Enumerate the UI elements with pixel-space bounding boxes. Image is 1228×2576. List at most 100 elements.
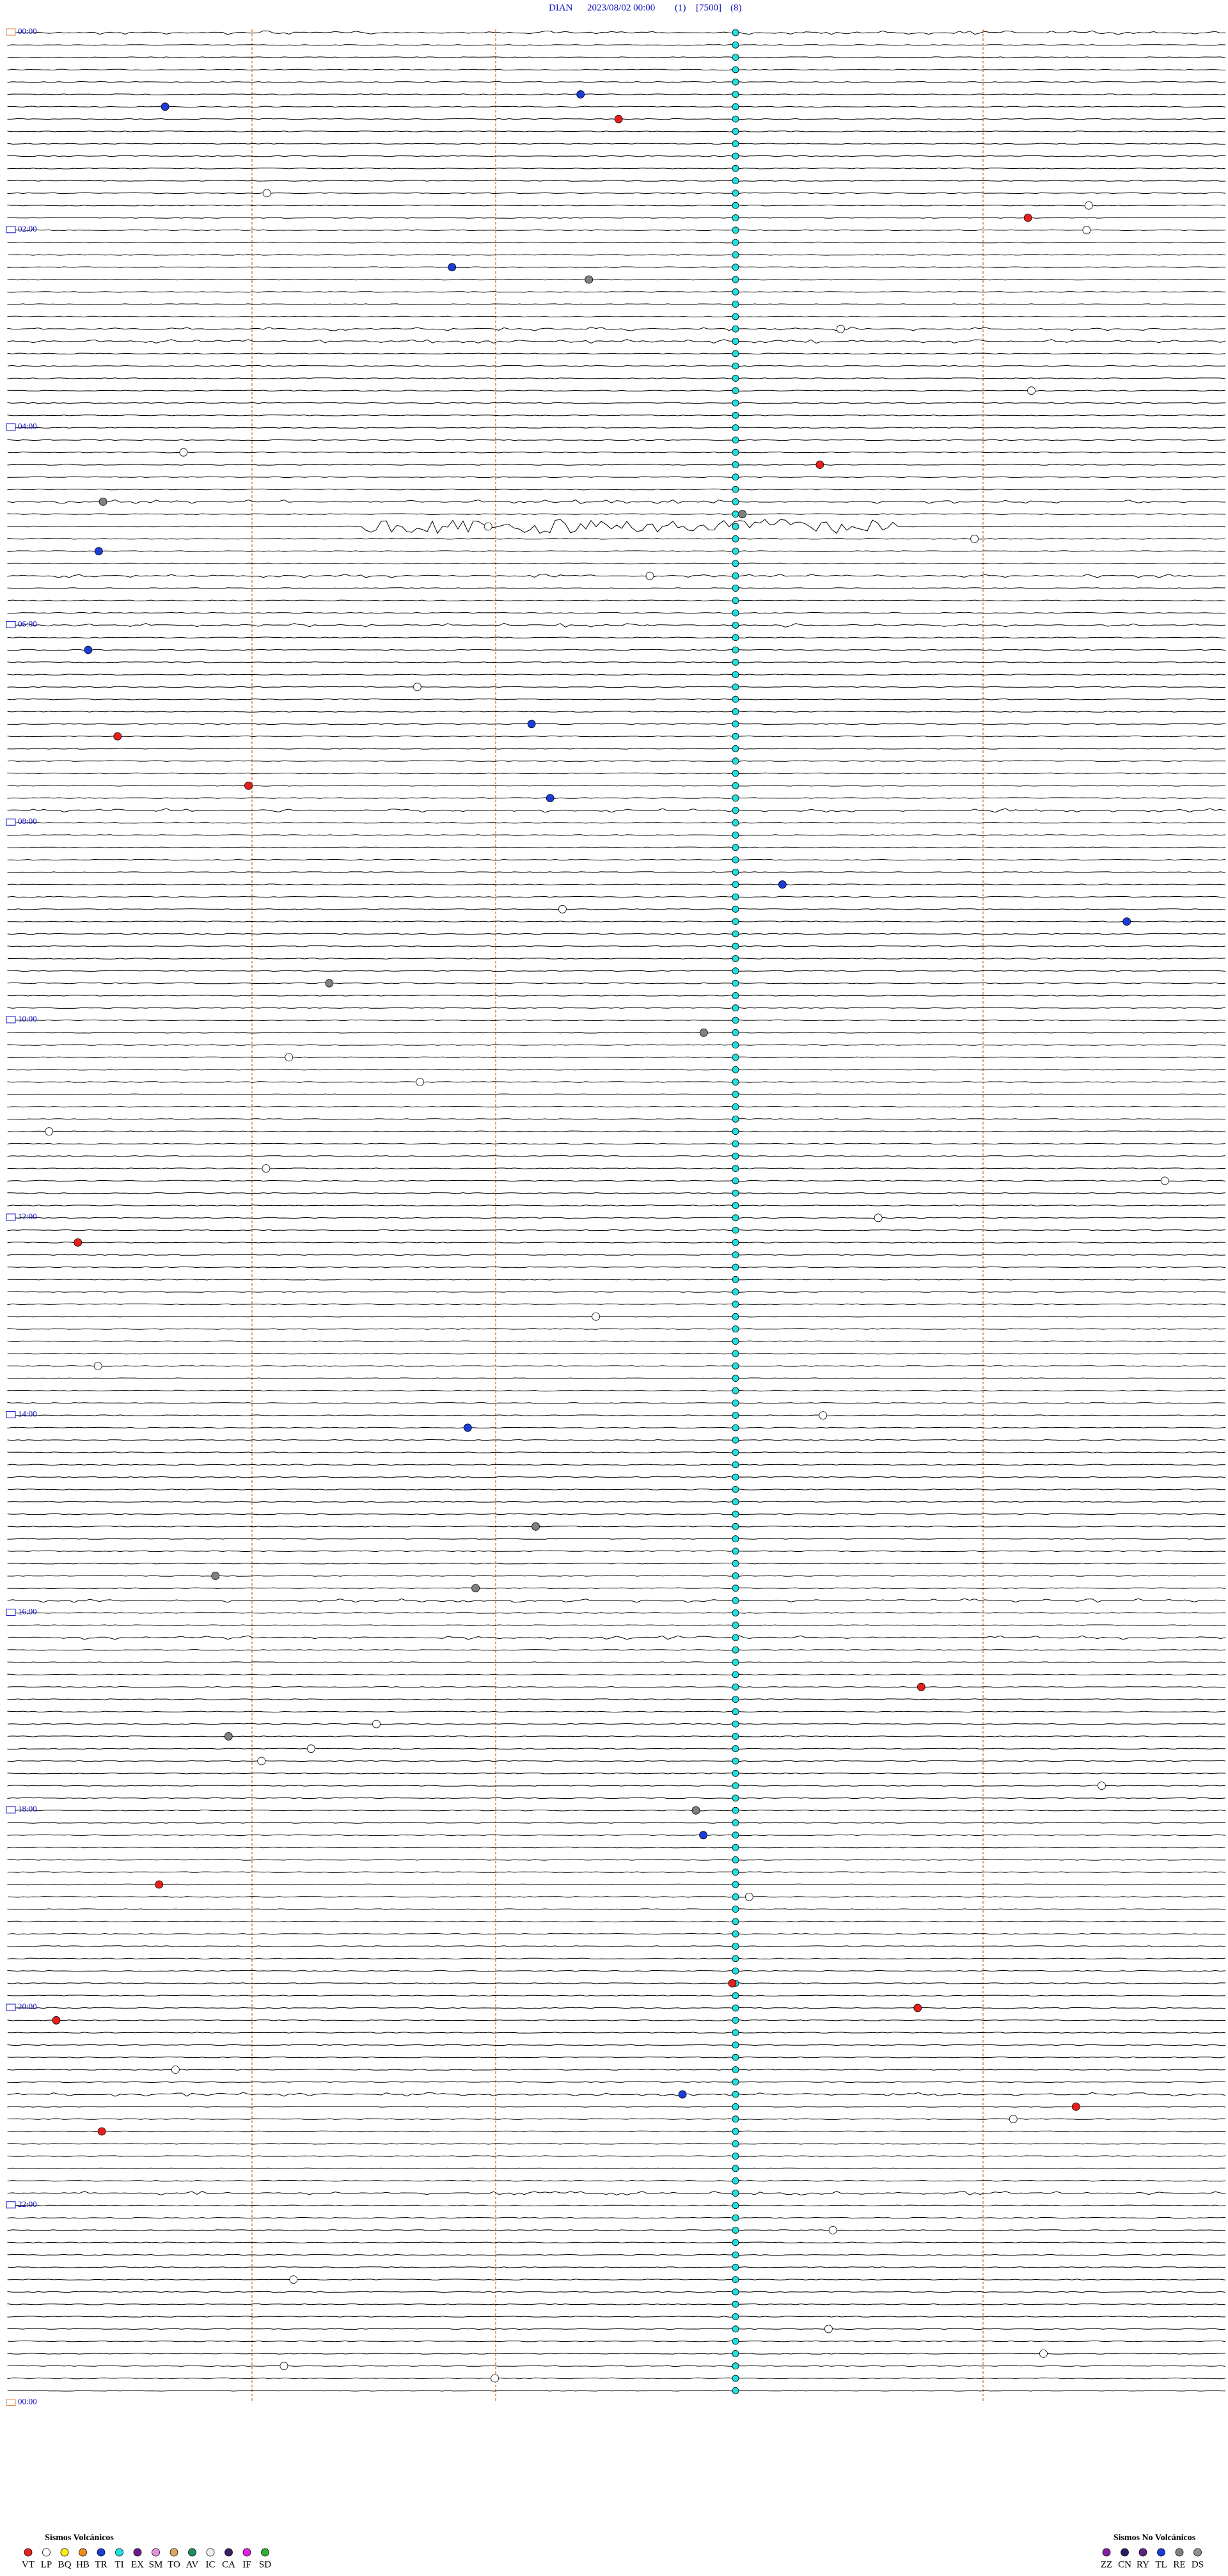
trace [7,1513,1226,1515]
marker [732,1720,739,1728]
event [645,571,654,580]
trace [7,2092,1226,2097]
marker [732,1881,739,1888]
marker [732,745,739,752]
event [52,2016,61,2025]
marker [732,2103,739,2110]
trace [7,1760,1226,1762]
trace [7,2106,1226,2108]
trace [7,1945,1226,1947]
trace [7,1130,1226,1132]
marker [732,1461,739,1469]
trace [7,1526,1226,1528]
marker [732,301,739,308]
trace [7,339,1226,344]
marker [732,1498,739,1506]
event [1027,386,1035,395]
legend-code: CA [222,2559,235,2570]
marker [732,1313,739,1320]
trace [8,1489,1226,1490]
legend-swatch [1121,2548,1129,2557]
event [45,1127,54,1136]
channel: (1) [675,3,686,13]
marker [732,1510,739,1518]
trace [7,1957,1226,1960]
marker [732,1239,739,1246]
trace [7,1773,1226,1774]
event [874,1213,883,1222]
marker [732,1288,739,1295]
marker [732,1967,739,1975]
legend-code: IF [242,2559,251,2570]
event [691,1806,700,1815]
event [824,2325,833,2334]
legend-swatch [188,2548,196,2557]
marker [732,1782,739,1790]
marker [732,1079,739,1086]
marker [732,1016,739,1024]
legend-swatch [133,2548,142,2557]
marker [732,338,739,345]
time-label: 12:00 [18,1212,37,1221]
trace [7,402,1226,404]
trace [7,1883,1226,1886]
marker [732,2375,739,2382]
trace [7,1982,1226,1984]
trace [7,587,1226,589]
marker [732,313,739,320]
marker [732,2115,739,2123]
event [416,1078,425,1086]
marker [732,1276,739,1283]
event [585,275,594,284]
scale: [7500] [696,3,721,13]
trace [7,2167,1225,2170]
marker [732,683,739,691]
marker [732,1263,739,1271]
marker [732,1769,739,1777]
marker [732,1424,739,1432]
trace [7,427,1226,429]
trace [7,674,1226,676]
trace [7,168,1226,170]
marker [732,473,739,481]
marker [732,732,739,740]
label-box [6,28,16,36]
trace [7,1748,1225,1750]
marker [732,1535,739,1543]
marker [732,498,739,505]
trace [7,2303,1226,2305]
time-label: 16:00 [18,1606,37,1616]
marker [732,486,739,493]
trace [7,143,1225,145]
trace [7,155,1226,157]
marker [732,411,739,419]
legend-swatch [97,2548,106,2557]
legend-swatch [1157,2548,1165,2557]
marker [732,955,739,962]
trace [7,858,1226,861]
trace [7,1809,1226,1812]
event [1023,214,1032,222]
trace [7,499,1226,504]
marker [732,2362,739,2370]
trace [7,883,1226,885]
legend-swatch [242,2548,251,2557]
trace [7,711,1226,713]
marker [732,2053,739,2061]
trace [7,30,1226,35]
marker [732,2288,739,2296]
marker [732,2041,739,2049]
marker [732,1671,739,1679]
marker [732,1906,739,1913]
marker [732,1634,739,1641]
legend-code: EX [131,2559,144,2570]
marker [732,1844,739,1851]
trace [7,1414,1225,1416]
event [463,1423,472,1432]
legend-title: Sismos Volcánicos [45,2533,114,2543]
marker [732,2153,739,2160]
legend-swatch [1102,2548,1111,2557]
event [1160,1176,1169,1185]
trace [7,748,1226,750]
trace [7,933,1226,935]
